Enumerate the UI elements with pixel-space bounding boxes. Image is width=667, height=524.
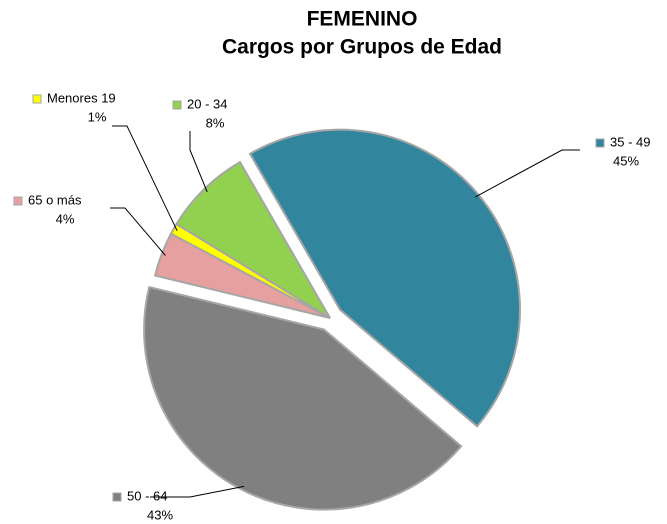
- value-label: 4%: [56, 211, 75, 226]
- category-label: 35 - 49: [610, 134, 650, 149]
- leader-line: [474, 149, 580, 198]
- pie-slice: [248, 128, 521, 428]
- pie-slice: [143, 285, 463, 511]
- value-label: 1%: [88, 109, 107, 124]
- leader-line: [110, 207, 166, 256]
- category-label: 50 - 64: [127, 488, 167, 503]
- chart-title: FEMENINO: [307, 8, 418, 31]
- leader-line: [150, 485, 245, 498]
- pie-slice: [175, 160, 331, 319]
- chart-subtitle: Cargos por Grupos de Edad: [222, 36, 502, 59]
- value-label: 43%: [147, 507, 173, 522]
- category-label: Menores 19: [47, 90, 116, 105]
- legend-marker: [595, 138, 605, 148]
- legend-marker: [172, 100, 182, 110]
- category-label: 20 - 34: [187, 96, 227, 111]
- leader-line: [189, 131, 208, 193]
- value-label: 8%: [206, 115, 225, 130]
- category-label: 65 o más: [28, 192, 82, 207]
- leader-line: [112, 125, 178, 232]
- legend-marker: [112, 492, 122, 502]
- legend-marker: [32, 94, 42, 104]
- legend-marker: [13, 196, 23, 206]
- value-label: 45%: [613, 153, 639, 168]
